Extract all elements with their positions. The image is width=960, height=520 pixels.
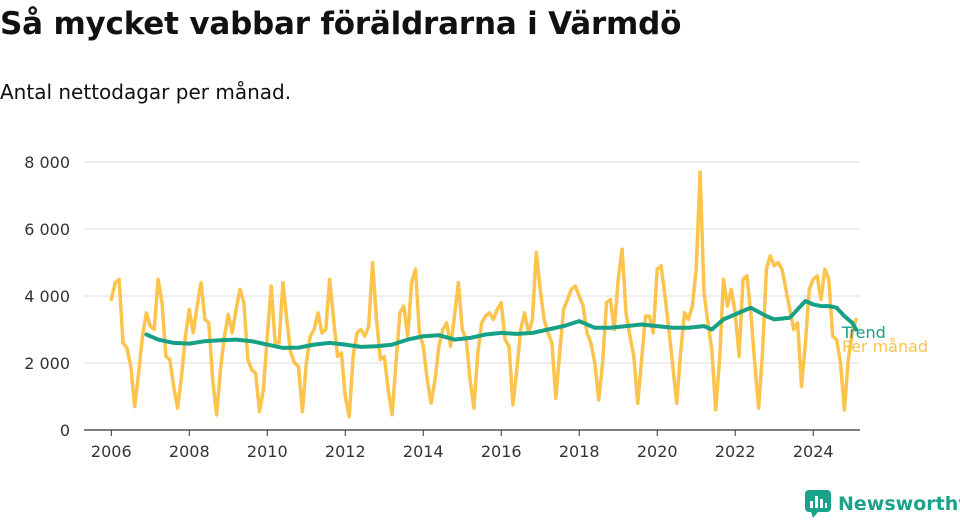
chart-subtitle: Antal nettodagar per månad. <box>0 80 292 104</box>
x-tick-label: 2010 <box>247 442 288 461</box>
newsworthy-brand[interactable]: Newsworthy <box>805 488 960 520</box>
monthly-line <box>109 170 858 419</box>
y-tick-label: 2 000 <box>24 354 70 373</box>
x-tick-label: 2018 <box>559 442 600 461</box>
series-lines <box>109 170 859 419</box>
chart-title: Så mycket vabbar föräldrarna i Värmdö <box>0 6 682 42</box>
x-tick-label: 2020 <box>637 442 678 461</box>
trend-line <box>144 299 859 350</box>
axes: 0 2 000 4 000 6 000 8 000 2006 2008 2010 2012 201… <box>24 153 860 461</box>
x-tick-label: 2022 <box>715 442 756 461</box>
x-tick-label: 2014 <box>403 442 444 461</box>
x-tick-label: 2024 <box>793 442 834 461</box>
y-tick-label: 0 <box>60 421 70 440</box>
monthly-series-label: Per månad <box>842 337 928 356</box>
trend-series-label: Trend <box>841 323 886 342</box>
y-tick-label: 8 000 <box>24 153 70 172</box>
x-tick-label: 2008 <box>169 442 210 461</box>
x-tick-label: 2006 <box>91 442 132 461</box>
x-tick-label: 2016 <box>481 442 522 461</box>
x-tick-label: 2012 <box>325 442 366 461</box>
brand-name: Newsworthy <box>838 493 960 515</box>
grid-lines <box>84 161 860 364</box>
y-tick-label: 6 000 <box>24 220 70 239</box>
y-tick-label: 4 000 <box>24 287 70 306</box>
bar-chart-logo-icon <box>805 490 831 518</box>
